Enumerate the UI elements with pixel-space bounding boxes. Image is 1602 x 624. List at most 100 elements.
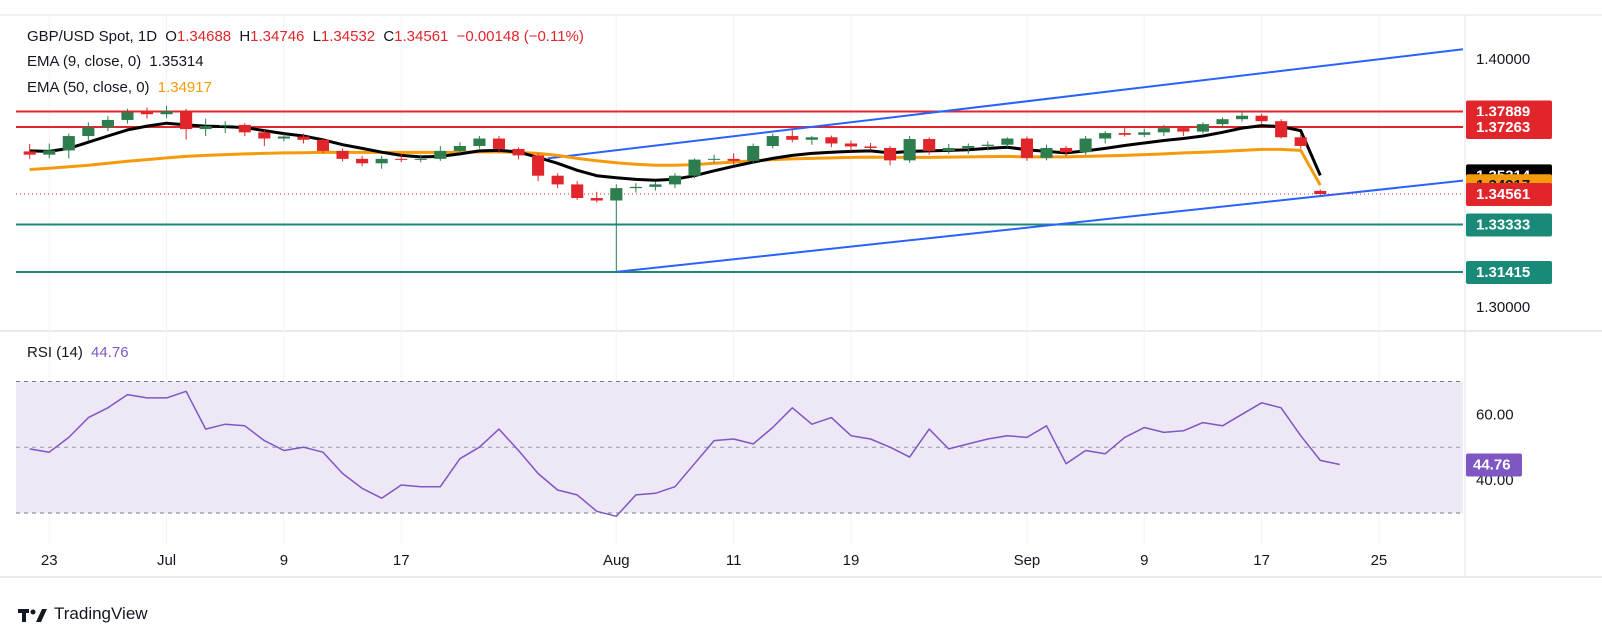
candle bbox=[375, 155, 388, 169]
x-tick-label: Jul bbox=[157, 552, 176, 569]
candle-body bbox=[492, 138, 506, 149]
legend-open-value: 1.34688 bbox=[176, 28, 232, 45]
candle-body bbox=[668, 175, 682, 185]
legend-ema50: EMA (50, close, 0) 1.34917 bbox=[27, 79, 216, 97]
candle bbox=[962, 143, 975, 154]
candle bbox=[316, 139, 330, 154]
candle-body bbox=[101, 119, 114, 128]
price-tick-label: 1.30000 bbox=[1476, 299, 1530, 316]
candle bbox=[942, 143, 955, 154]
candle-body bbox=[844, 143, 858, 147]
x-tick-label: 19 bbox=[843, 552, 860, 569]
candle bbox=[864, 142, 877, 151]
candle bbox=[101, 116, 114, 132]
candle bbox=[180, 108, 193, 140]
candle-body bbox=[1079, 138, 1092, 153]
legend-open: O1.34688 bbox=[165, 28, 231, 45]
candle-body bbox=[649, 184, 662, 187]
candle bbox=[649, 181, 662, 191]
candle bbox=[923, 137, 936, 155]
candle bbox=[844, 140, 858, 151]
candle-body bbox=[140, 112, 154, 115]
candle bbox=[356, 155, 369, 167]
candle bbox=[219, 121, 232, 134]
candle-body bbox=[62, 136, 75, 151]
x-tick-label: 23 bbox=[41, 552, 58, 569]
candle bbox=[160, 105, 173, 119]
candle bbox=[1294, 134, 1307, 149]
candle-body bbox=[708, 158, 721, 160]
legend-symbol: GBP/USD Spot, 1D bbox=[27, 28, 158, 45]
candle-body bbox=[766, 136, 779, 146]
candle bbox=[786, 128, 799, 143]
price-tick-label: 1.40000 bbox=[1476, 51, 1530, 68]
candle-body bbox=[160, 111, 173, 115]
candle-body bbox=[805, 137, 818, 140]
candle-body bbox=[629, 186, 642, 189]
candle-body bbox=[43, 150, 56, 155]
candle-body bbox=[903, 139, 916, 161]
candle-body bbox=[199, 126, 212, 130]
candle-body bbox=[942, 147, 955, 151]
candle bbox=[1099, 131, 1112, 144]
candle-body bbox=[1196, 124, 1209, 132]
candle bbox=[610, 184, 623, 272]
candle-body bbox=[180, 111, 193, 130]
candle bbox=[1196, 122, 1209, 134]
ema9-line bbox=[29, 121, 1322, 182]
candle-body bbox=[727, 158, 740, 161]
x-tick-label: 9 bbox=[280, 552, 288, 569]
candle-body bbox=[219, 124, 232, 127]
candle bbox=[1059, 145, 1073, 156]
x-tick-label: 11 bbox=[726, 552, 742, 569]
legend-rsi-label: RSI (14) bbox=[27, 344, 83, 361]
candle bbox=[43, 143, 56, 159]
candle bbox=[571, 181, 584, 201]
legend-close-label: C bbox=[383, 28, 395, 45]
candle-body bbox=[316, 139, 330, 151]
candle-body bbox=[121, 112, 134, 120]
candle bbox=[473, 136, 486, 149]
last-price-label-box bbox=[1466, 183, 1552, 207]
last-price-label: 1.34561 bbox=[1466, 183, 1552, 207]
candle-body bbox=[1001, 138, 1014, 145]
support-2-price-label-text: 1.31415 bbox=[1476, 264, 1530, 281]
legend-ema9-value: 1.35314 bbox=[149, 53, 204, 70]
rsi-last-label: 44.76 bbox=[1466, 453, 1522, 477]
legend-close: C1.34561 bbox=[383, 28, 448, 45]
candle-body bbox=[395, 158, 408, 160]
candle-body bbox=[571, 184, 584, 199]
candle bbox=[238, 123, 251, 137]
candle-body bbox=[82, 127, 95, 137]
candle bbox=[492, 136, 506, 153]
x-tick-label: 17 bbox=[393, 552, 410, 569]
candle bbox=[551, 173, 564, 189]
legend-rsi: RSI (14) 44.76 bbox=[27, 344, 133, 362]
candle bbox=[297, 133, 310, 144]
candle-body bbox=[1157, 128, 1170, 133]
tradingview-logo-icon bbox=[18, 608, 47, 622]
rsi-tick-label: 60.00 bbox=[1476, 406, 1514, 423]
candle bbox=[140, 107, 154, 119]
candle bbox=[277, 133, 290, 142]
candle-body bbox=[610, 188, 623, 201]
candle-body bbox=[786, 136, 799, 140]
last-price-label-text: 1.34561 bbox=[1476, 186, 1530, 203]
candle bbox=[453, 142, 466, 154]
candle bbox=[1177, 126, 1190, 137]
candle bbox=[805, 136, 818, 145]
candle-body bbox=[414, 158, 427, 160]
candle bbox=[1157, 124, 1170, 137]
candle-body bbox=[1040, 147, 1053, 158]
legend-rsi-value: 44.76 bbox=[91, 344, 129, 361]
ema50-line bbox=[29, 147, 1322, 186]
candle bbox=[258, 129, 271, 146]
rsi-line bbox=[29, 390, 1340, 518]
candle bbox=[825, 135, 838, 148]
candle-body bbox=[356, 158, 369, 164]
candle bbox=[668, 173, 682, 189]
legend-ema9: EMA (9, close, 0) 1.35314 bbox=[27, 53, 208, 71]
candle bbox=[766, 133, 779, 149]
candle bbox=[590, 191, 603, 203]
candle-body bbox=[590, 198, 603, 201]
